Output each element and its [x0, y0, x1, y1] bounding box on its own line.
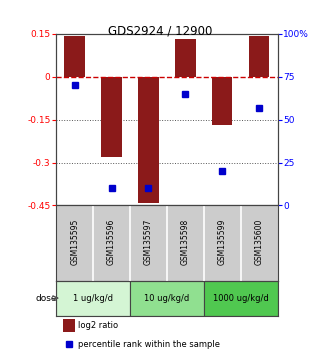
Text: percentile rank within the sample: percentile rank within the sample	[78, 340, 220, 349]
Text: GSM135598: GSM135598	[181, 218, 190, 265]
Bar	[175, 39, 195, 76]
Text: 10 ug/kg/d: 10 ug/kg/d	[144, 293, 189, 303]
Text: GSM135597: GSM135597	[144, 218, 153, 265]
Bar	[101, 76, 122, 157]
Text: GSM135599: GSM135599	[218, 218, 227, 265]
Text: GSM135595: GSM135595	[70, 218, 79, 265]
Bar	[130, 281, 204, 315]
Bar	[63, 319, 75, 332]
Text: log2 ratio: log2 ratio	[78, 321, 118, 330]
Bar	[138, 76, 159, 202]
Text: GDS2924 / 12900: GDS2924 / 12900	[108, 25, 213, 38]
Bar	[204, 281, 278, 315]
Text: 1 ug/kg/d: 1 ug/kg/d	[73, 293, 113, 303]
Bar	[56, 281, 130, 315]
Text: GSM135600: GSM135600	[255, 218, 264, 265]
Bar	[212, 76, 232, 125]
Text: GSM135596: GSM135596	[107, 218, 116, 265]
Text: dose: dose	[35, 293, 57, 303]
Bar	[249, 36, 269, 76]
Text: 1000 ug/kg/d: 1000 ug/kg/d	[213, 293, 269, 303]
Bar	[65, 36, 85, 76]
